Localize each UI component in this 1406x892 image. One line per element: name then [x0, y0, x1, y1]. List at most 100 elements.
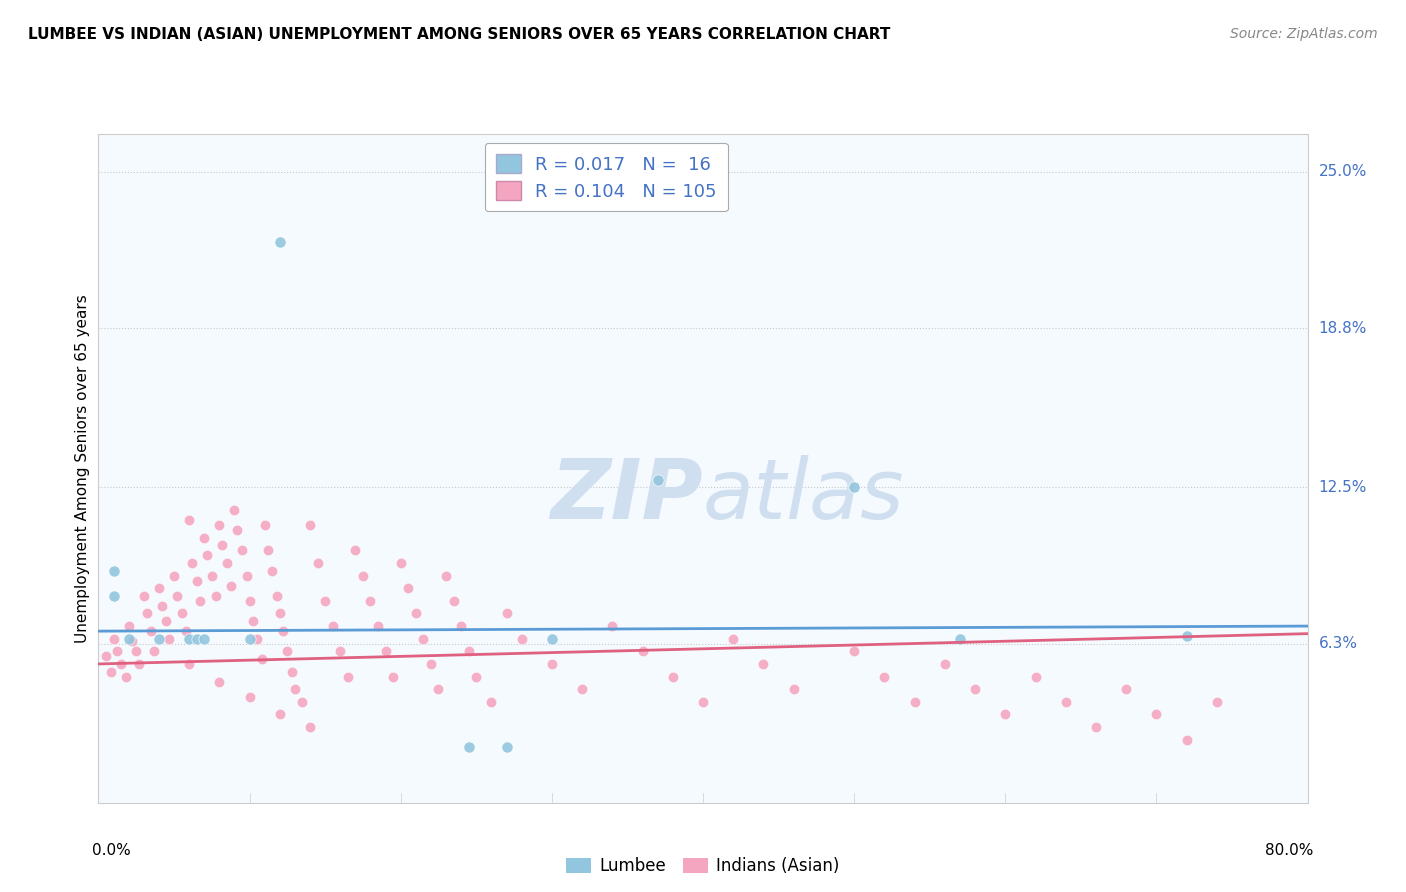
- Point: [148, 581, 170, 595]
- Point: [174, 624, 197, 639]
- Point: [118, 619, 141, 633]
- Point: [141, 624, 163, 639]
- Point: [166, 589, 188, 603]
- Point: [110, 657, 132, 671]
- Point: [405, 607, 427, 621]
- Point: [239, 594, 262, 608]
- Point: [128, 657, 150, 671]
- Point: [419, 657, 441, 671]
- Point: [159, 632, 181, 646]
- Text: atlas: atlas: [703, 455, 904, 535]
- Point: [495, 607, 517, 621]
- Point: [186, 574, 208, 588]
- Point: [163, 568, 186, 582]
- Point: [844, 644, 866, 658]
- Point: [276, 644, 298, 658]
- Point: [242, 614, 264, 628]
- Point: [1206, 695, 1229, 709]
- Point: [94, 649, 117, 664]
- Point: [246, 632, 269, 646]
- Point: [360, 594, 382, 608]
- Point: [208, 674, 231, 689]
- Point: [495, 740, 517, 755]
- Point: [284, 682, 307, 697]
- Point: [177, 657, 201, 671]
- Point: [239, 632, 262, 646]
- Point: [118, 632, 141, 646]
- Point: [844, 480, 866, 494]
- Point: [239, 690, 262, 704]
- Point: [235, 568, 257, 582]
- Point: [367, 619, 389, 633]
- Point: [412, 632, 434, 646]
- Point: [443, 594, 465, 608]
- Point: [132, 589, 155, 603]
- Point: [135, 607, 157, 621]
- Point: [201, 568, 224, 582]
- Point: [266, 589, 288, 603]
- Point: [103, 564, 125, 578]
- Text: 6.3%: 6.3%: [1319, 636, 1358, 651]
- Point: [389, 556, 412, 570]
- Point: [224, 503, 246, 517]
- Point: [994, 707, 1017, 722]
- Text: 12.5%: 12.5%: [1319, 480, 1367, 495]
- Point: [211, 538, 233, 552]
- Point: [121, 634, 143, 648]
- Point: [299, 720, 322, 734]
- Text: 0.0%: 0.0%: [93, 843, 131, 858]
- Point: [193, 531, 215, 545]
- Point: [271, 624, 294, 639]
- Point: [105, 644, 128, 658]
- Legend: Lumbee, Indians (Asian): Lumbee, Indians (Asian): [560, 850, 846, 881]
- Point: [571, 682, 593, 697]
- Text: LUMBEE VS INDIAN (ASIAN) UNEMPLOYMENT AMONG SENIORS OVER 65 YEARS CORRELATION CH: LUMBEE VS INDIAN (ASIAN) UNEMPLOYMENT AM…: [28, 27, 890, 42]
- Point: [1175, 732, 1198, 747]
- Point: [103, 589, 125, 603]
- Point: [396, 581, 419, 595]
- Point: [114, 669, 136, 683]
- Point: [103, 632, 125, 646]
- Point: [314, 594, 336, 608]
- Point: [721, 632, 744, 646]
- Point: [208, 518, 231, 533]
- Point: [221, 579, 243, 593]
- Point: [631, 644, 654, 658]
- Point: [100, 665, 122, 679]
- Point: [262, 564, 284, 578]
- Point: [510, 632, 533, 646]
- Point: [253, 518, 276, 533]
- Point: [465, 669, 488, 683]
- Point: [250, 652, 273, 666]
- Point: [427, 682, 450, 697]
- Point: [193, 632, 215, 646]
- Point: [291, 695, 314, 709]
- Point: [177, 513, 201, 527]
- Point: [226, 523, 249, 537]
- Point: [299, 518, 322, 533]
- Point: [336, 669, 359, 683]
- Text: 25.0%: 25.0%: [1319, 164, 1367, 179]
- Point: [752, 657, 775, 671]
- Point: [1144, 707, 1167, 722]
- Point: [188, 594, 211, 608]
- Point: [256, 543, 278, 558]
- Point: [181, 556, 204, 570]
- Point: [150, 599, 173, 613]
- Point: [540, 632, 562, 646]
- Point: [322, 619, 344, 633]
- Point: [540, 657, 562, 671]
- Point: [281, 665, 304, 679]
- Point: [143, 644, 166, 658]
- Point: [934, 657, 956, 671]
- Point: [215, 556, 238, 570]
- Point: [692, 695, 714, 709]
- Point: [661, 669, 683, 683]
- Point: [125, 644, 148, 658]
- Point: [1175, 629, 1198, 643]
- Point: [344, 543, 367, 558]
- Point: [782, 682, 804, 697]
- Point: [382, 669, 405, 683]
- Point: [457, 740, 479, 755]
- Point: [177, 632, 201, 646]
